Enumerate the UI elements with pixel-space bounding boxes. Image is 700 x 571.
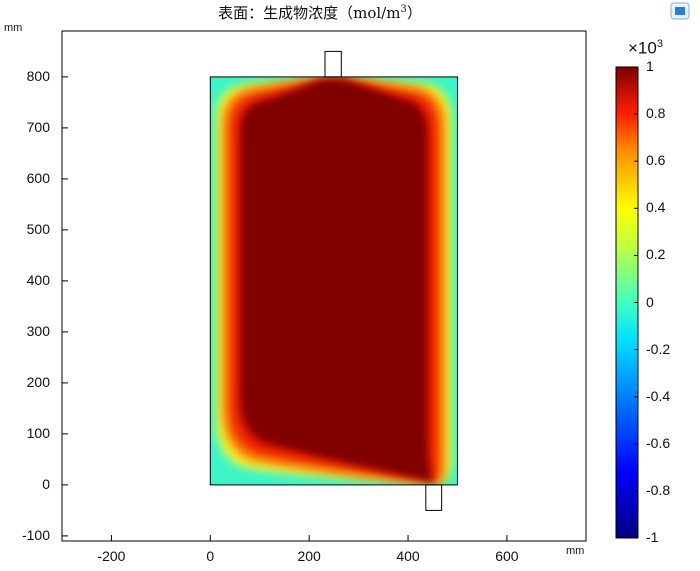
y-tick-label: 0	[42, 475, 50, 492]
y-tick-label: -100	[21, 526, 50, 543]
y-tick-label: 400	[26, 271, 50, 288]
colorbar-tick-label: -0.2	[646, 340, 671, 357]
colorbar-tick-label: -0.4	[646, 387, 671, 404]
axes-frame	[61, 30, 587, 542]
y-tick-label: 500	[26, 220, 50, 237]
colorbar-tick-label: 0.6	[646, 152, 666, 169]
field-band-max	[240, 78, 438, 483]
colorbar-tick-label: -0.6	[646, 434, 671, 451]
colorbar-tick-label: 1	[646, 58, 654, 74]
colorbar-tick-label: -1	[646, 529, 659, 545]
colorbar-tick-label: 0	[646, 293, 654, 310]
x-tick-label: 200	[297, 548, 321, 564]
outlet-port	[425, 484, 443, 511]
x-tick-label: 600	[495, 548, 519, 564]
x-ticks	[110, 535, 508, 541]
colorbar-tick-label: 0.8	[646, 105, 666, 122]
y-tick-label: 700	[26, 118, 50, 135]
y-tick-label: 800	[26, 67, 50, 84]
x-tick-label: 400	[396, 548, 420, 564]
window-icon[interactable]	[670, 2, 690, 20]
colorbar-tick-label: -0.8	[646, 481, 671, 498]
chart-title: 表面：生成物浓度（mol/m3）	[218, 4, 422, 22]
x-tick-label: -200	[97, 548, 126, 564]
y-axis-unit: mm	[4, 22, 23, 34]
inlet-port	[324, 50, 342, 78]
y-tick-label: 300	[26, 322, 50, 339]
y-tick-label: 600	[26, 169, 50, 186]
x-tick-label: 0	[206, 548, 215, 564]
colorbar-multiplier: ×103	[628, 38, 663, 58]
colorbar-ticks	[634, 66, 638, 539]
x-axis-unit: mm	[566, 545, 585, 557]
y-tick-label: 200	[26, 373, 50, 390]
colorbar-tick-label: 0.4	[646, 199, 666, 216]
y-tick-label: 100	[26, 424, 50, 441]
y-ticks	[62, 76, 68, 537]
colorbar-tick-label: 0.2	[646, 246, 666, 263]
concentration-field	[210, 76, 458, 485]
